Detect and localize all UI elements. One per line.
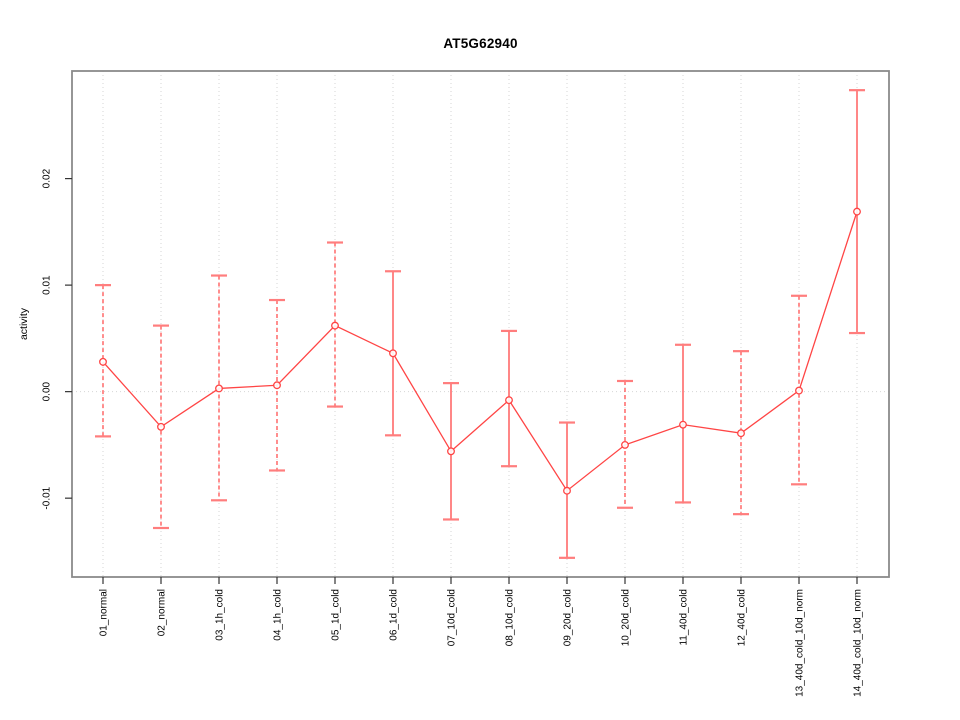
data-point [505, 396, 513, 405]
y-tick-label: -0.01 [42, 486, 53, 509]
y-axis-label: activity [18, 307, 30, 340]
data-point [795, 386, 803, 395]
x-tick-label: 10_20d_cold [621, 589, 632, 646]
x-tick-label: 03_1h_cold [215, 589, 226, 641]
x-tick-label: 13_40d_cold_10d_norm [795, 589, 806, 697]
data-point [389, 349, 397, 358]
series-line [102, 211, 858, 492]
data-point [331, 321, 339, 330]
x-tick-label: 01_normal [99, 589, 110, 636]
x-tick-label: 08_10d_cold [505, 589, 516, 646]
x-tick-label: 02_normal [157, 589, 168, 636]
x-tick-label: 06_1d_cold [389, 589, 400, 641]
chart-title: AT5G62940 [443, 36, 518, 51]
data-point [737, 429, 745, 438]
x-tick-label: 11_40d_cold [679, 589, 690, 646]
x-tick-label: 04_1h_cold [273, 589, 284, 641]
y-tick-label: 0.00 [42, 381, 53, 401]
data-point [563, 486, 571, 495]
y-tick-label: 0.01 [42, 275, 53, 295]
x-tick-label: 07_10d_cold [447, 589, 458, 646]
data-point [215, 384, 223, 393]
data-point [273, 381, 281, 390]
x-tick-label: 12_40d_cold [737, 589, 748, 646]
plot-border [71, 70, 890, 578]
data-point [853, 207, 861, 216]
x-tick-label: 05_1d_cold [331, 589, 342, 641]
x-tick-label: 09_20d_cold [563, 589, 574, 646]
data-point [157, 422, 165, 431]
data-point [621, 440, 629, 449]
x-tick-label: 14_40d_cold_10d_norm [853, 589, 864, 697]
data-point [447, 447, 455, 456]
data-point [99, 357, 107, 366]
data-point [679, 420, 687, 429]
y-tick-label: 0.02 [42, 168, 53, 188]
